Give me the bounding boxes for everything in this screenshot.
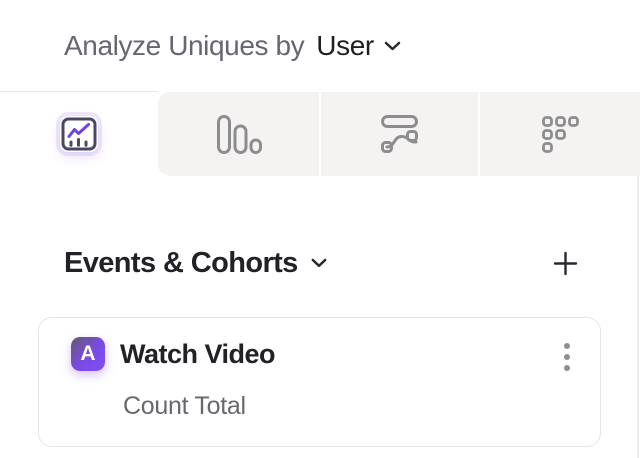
panel-right-edge bbox=[637, 176, 639, 458]
uniques-by-value: User bbox=[316, 29, 374, 61]
event-badge-letter: A bbox=[80, 342, 96, 365]
retention-dots-icon bbox=[541, 115, 579, 153]
plus-icon bbox=[553, 251, 578, 276]
event-aggregation: Count Total bbox=[123, 392, 246, 420]
chevron-down-icon bbox=[384, 41, 401, 51]
chevron-down-icon bbox=[311, 258, 327, 268]
tab-divider bbox=[319, 92, 321, 176]
event-card-watch-video[interactable]: A Watch Video Count Total bbox=[38, 317, 601, 447]
flows-icon bbox=[381, 115, 418, 153]
analyze-uniques-label: Analyze Uniques by bbox=[64, 29, 305, 61]
bar-chart-icon bbox=[217, 114, 262, 154]
events-cohorts-dropdown[interactable]: Events & Cohorts bbox=[64, 247, 327, 280]
chart-type-tabbar bbox=[158, 92, 640, 176]
kebab-menu-icon[interactable] bbox=[552, 343, 582, 393]
tab-flows[interactable] bbox=[321, 92, 478, 176]
events-cohorts-header-row: Events & Cohorts bbox=[64, 247, 578, 279]
tab-retention[interactable] bbox=[480, 92, 640, 176]
event-name: Watch Video bbox=[120, 339, 276, 369]
header-divider bbox=[0, 91, 158, 92]
tab-insights-line-chart[interactable] bbox=[0, 92, 158, 176]
event-badge-a: A bbox=[71, 337, 105, 371]
tab-divider bbox=[478, 92, 480, 176]
analysis-header: Analyze Uniques by User bbox=[0, 0, 640, 91]
line-chart-icon bbox=[60, 116, 98, 152]
add-event-button[interactable] bbox=[552, 250, 578, 276]
uniques-by-dropdown[interactable]: User bbox=[316, 30, 401, 62]
tab-bar-chart[interactable] bbox=[160, 92, 319, 176]
events-cohorts-title: Events & Cohorts bbox=[64, 246, 298, 279]
